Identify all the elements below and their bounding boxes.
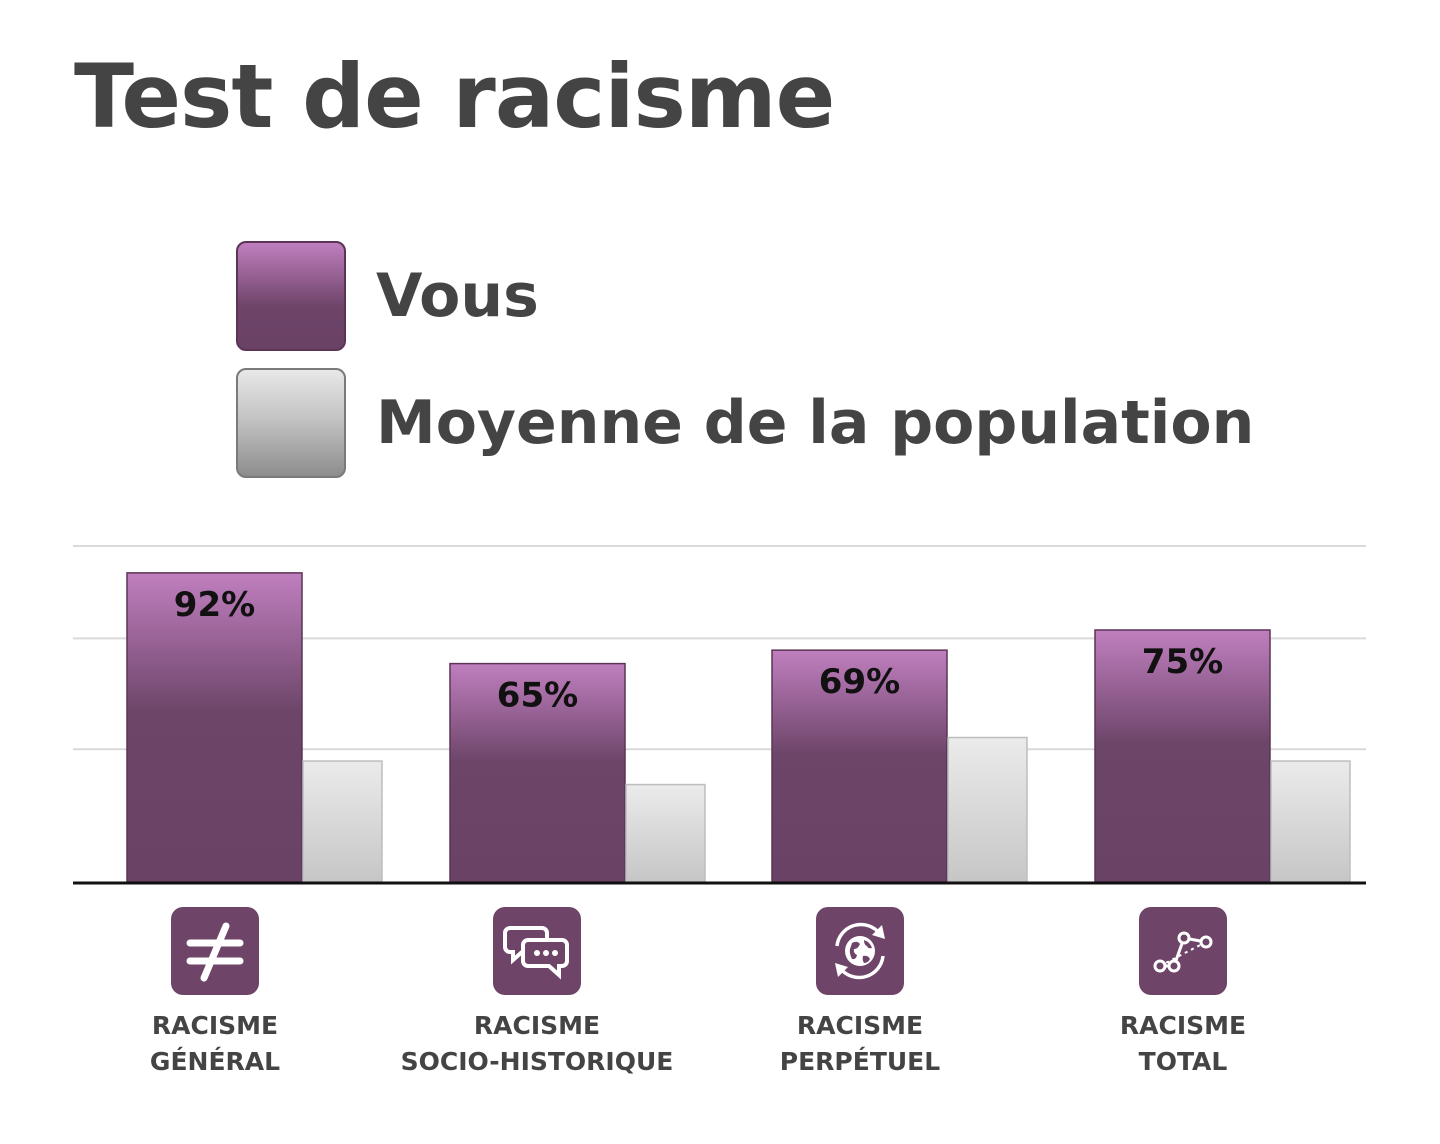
category-label-total: RACISME TOTAL: [1119, 1011, 1247, 1076]
legend-swatch-population: [236, 368, 346, 478]
legend-label-you: Vous: [376, 261, 539, 331]
legend-label-population: Moyenne de la population: [376, 388, 1255, 458]
not-equal-icon: [171, 907, 259, 995]
bar-label-you-0: 92%: [174, 585, 255, 625]
bar-label-you-2: 69%: [819, 662, 900, 702]
category-label-socio-historique: RACISME SOCIO-HISTORIQUE: [400, 1011, 674, 1076]
legend-swatch-you: [236, 241, 346, 351]
chat-bubbles-icon: [493, 907, 581, 995]
bar-you-1: [449, 662, 626, 883]
page-title: Test de racisme: [74, 45, 835, 148]
category-label-perpetuel: RACISME PERPÉTUEL: [779, 1011, 941, 1076]
bar-population-0: [302, 760, 383, 883]
bar-label-you-3: 75%: [1142, 642, 1223, 682]
category-label-general: RACISME GÉNÉRAL: [149, 1011, 281, 1076]
bar-population-2: [947, 736, 1028, 883]
legend-item-population: Moyenne de la population: [236, 367, 1254, 479]
bar-you-2: [771, 649, 948, 883]
connected-points-icon: [1139, 907, 1227, 995]
bar-label-you-1: 65%: [497, 676, 578, 716]
bar-population-3: [1270, 760, 1351, 883]
bar-you-3: [1094, 629, 1271, 883]
bar-population-1: [625, 783, 706, 883]
globe-cycle-icon: [816, 907, 904, 995]
legend-item-you: Vous: [236, 240, 539, 352]
bar-you-0: [126, 572, 303, 883]
